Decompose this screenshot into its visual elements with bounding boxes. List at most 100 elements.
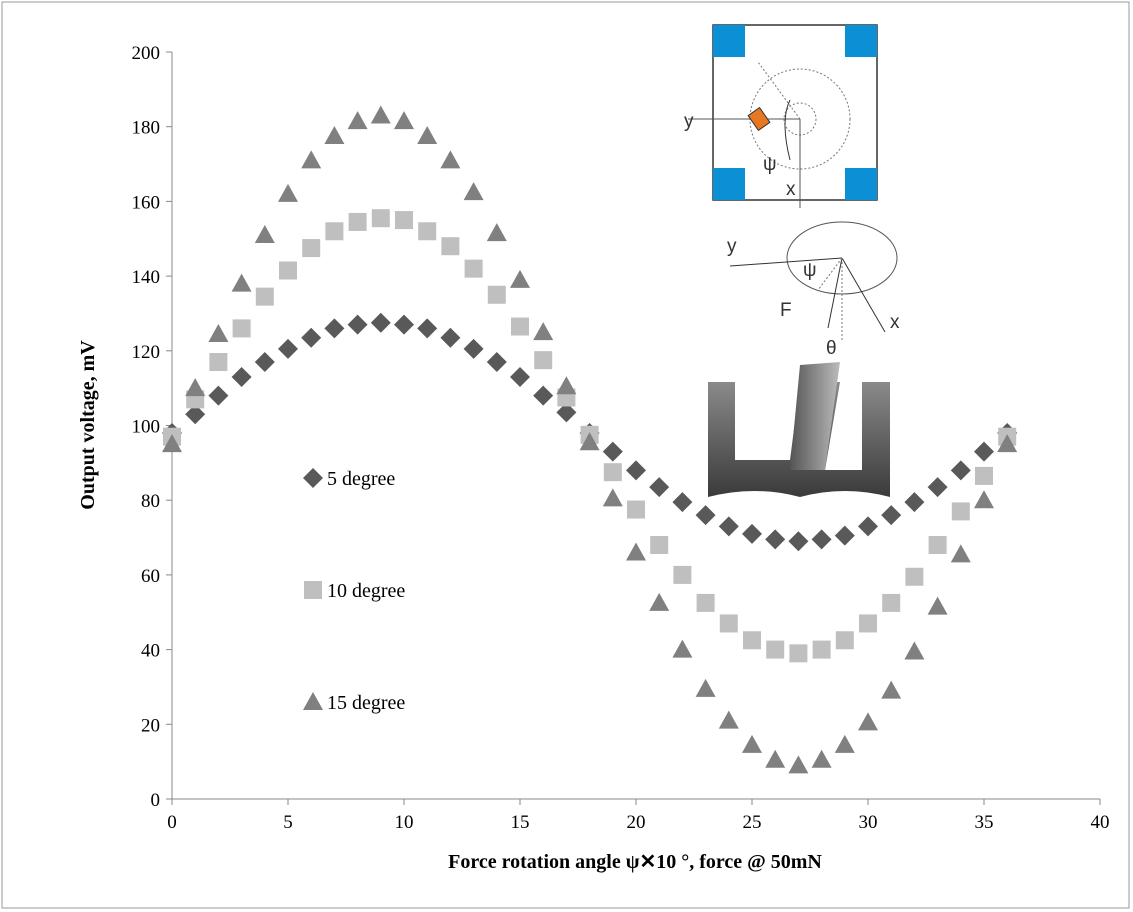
point <box>950 544 971 563</box>
point <box>440 327 461 348</box>
x-tick-label: 5 <box>283 812 293 833</box>
y-tick-label: 0 <box>151 790 161 811</box>
x-tick-label: 10 <box>395 812 414 833</box>
y-tick-label: 80 <box>141 491 160 512</box>
y-axis-title: Output voltage, mV <box>77 340 99 510</box>
point <box>370 105 391 124</box>
point <box>464 259 483 278</box>
point <box>301 150 322 169</box>
point <box>904 492 925 513</box>
legend-label: 5 degree <box>327 468 395 490</box>
point <box>208 323 229 342</box>
point <box>348 212 367 231</box>
point <box>695 505 716 526</box>
x-tick-label: 40 <box>1091 812 1110 833</box>
point <box>974 490 994 509</box>
point <box>650 536 669 555</box>
point <box>579 432 600 451</box>
point <box>649 477 670 498</box>
point <box>719 614 738 633</box>
point <box>395 211 413 230</box>
x-tick-label: 30 <box>859 812 878 833</box>
point <box>997 434 1018 453</box>
point <box>673 565 692 584</box>
annotation: x <box>890 312 900 333</box>
point <box>463 182 484 201</box>
point <box>626 542 646 561</box>
point <box>858 516 878 537</box>
point <box>417 318 438 339</box>
point <box>556 402 577 423</box>
point <box>185 378 206 397</box>
point <box>324 126 345 145</box>
point <box>302 239 321 258</box>
point <box>347 111 368 130</box>
point <box>672 639 693 658</box>
point <box>951 502 970 521</box>
plot-area: 5 degree 10 degree 15 degree <box>162 105 1018 774</box>
point <box>974 441 994 462</box>
point <box>231 273 252 292</box>
annotation: θ <box>826 338 837 359</box>
point <box>695 678 716 697</box>
point <box>255 287 274 306</box>
point <box>254 352 275 373</box>
point <box>324 318 345 339</box>
annotation: x <box>786 179 796 200</box>
point <box>278 183 298 202</box>
annotation: ψ <box>763 154 777 175</box>
x-tick-label: 0 <box>167 812 177 833</box>
point <box>788 755 809 774</box>
legend-marker <box>303 468 323 488</box>
point <box>510 269 530 288</box>
point <box>859 614 877 633</box>
point <box>788 531 809 552</box>
point <box>185 404 206 425</box>
point <box>510 366 530 387</box>
point <box>718 710 739 729</box>
point <box>765 749 786 768</box>
legend-label: 15 degree <box>327 692 405 714</box>
point <box>417 126 438 145</box>
point <box>718 516 739 537</box>
point <box>486 223 507 242</box>
point <box>208 385 229 406</box>
point <box>882 593 901 612</box>
y-tick-label: 20 <box>141 715 160 736</box>
point <box>765 529 786 550</box>
point <box>766 640 785 659</box>
point <box>742 523 762 544</box>
y-tick-label: 100 <box>132 417 161 438</box>
y-tick-label: 180 <box>132 118 161 139</box>
point <box>975 466 993 485</box>
y-tick-label: 160 <box>132 192 161 213</box>
point <box>511 317 529 336</box>
point <box>370 312 391 333</box>
legend-marker <box>304 581 322 599</box>
point <box>950 460 971 481</box>
point <box>279 261 297 280</box>
point <box>556 376 577 395</box>
point <box>928 536 947 555</box>
axes: 0 20 40 60 80 100 120 140 160 180 200 0 5 10 15 20 25 30 3… <box>132 43 1110 833</box>
x-tick-label: 25 <box>743 812 762 833</box>
point <box>534 351 553 370</box>
annotation: ψ <box>803 260 817 281</box>
point <box>602 488 623 507</box>
y-tick-label: 120 <box>132 342 161 363</box>
y-tick-label: 200 <box>132 43 161 64</box>
point <box>533 385 554 406</box>
point <box>811 529 832 550</box>
point <box>672 492 693 513</box>
point <box>649 592 670 611</box>
point <box>696 593 715 612</box>
point <box>834 734 855 753</box>
point <box>371 209 390 228</box>
point <box>881 680 902 699</box>
point <box>209 353 228 372</box>
point <box>463 338 484 359</box>
annotation: F <box>780 300 792 321</box>
point <box>440 150 461 169</box>
point <box>602 441 623 462</box>
